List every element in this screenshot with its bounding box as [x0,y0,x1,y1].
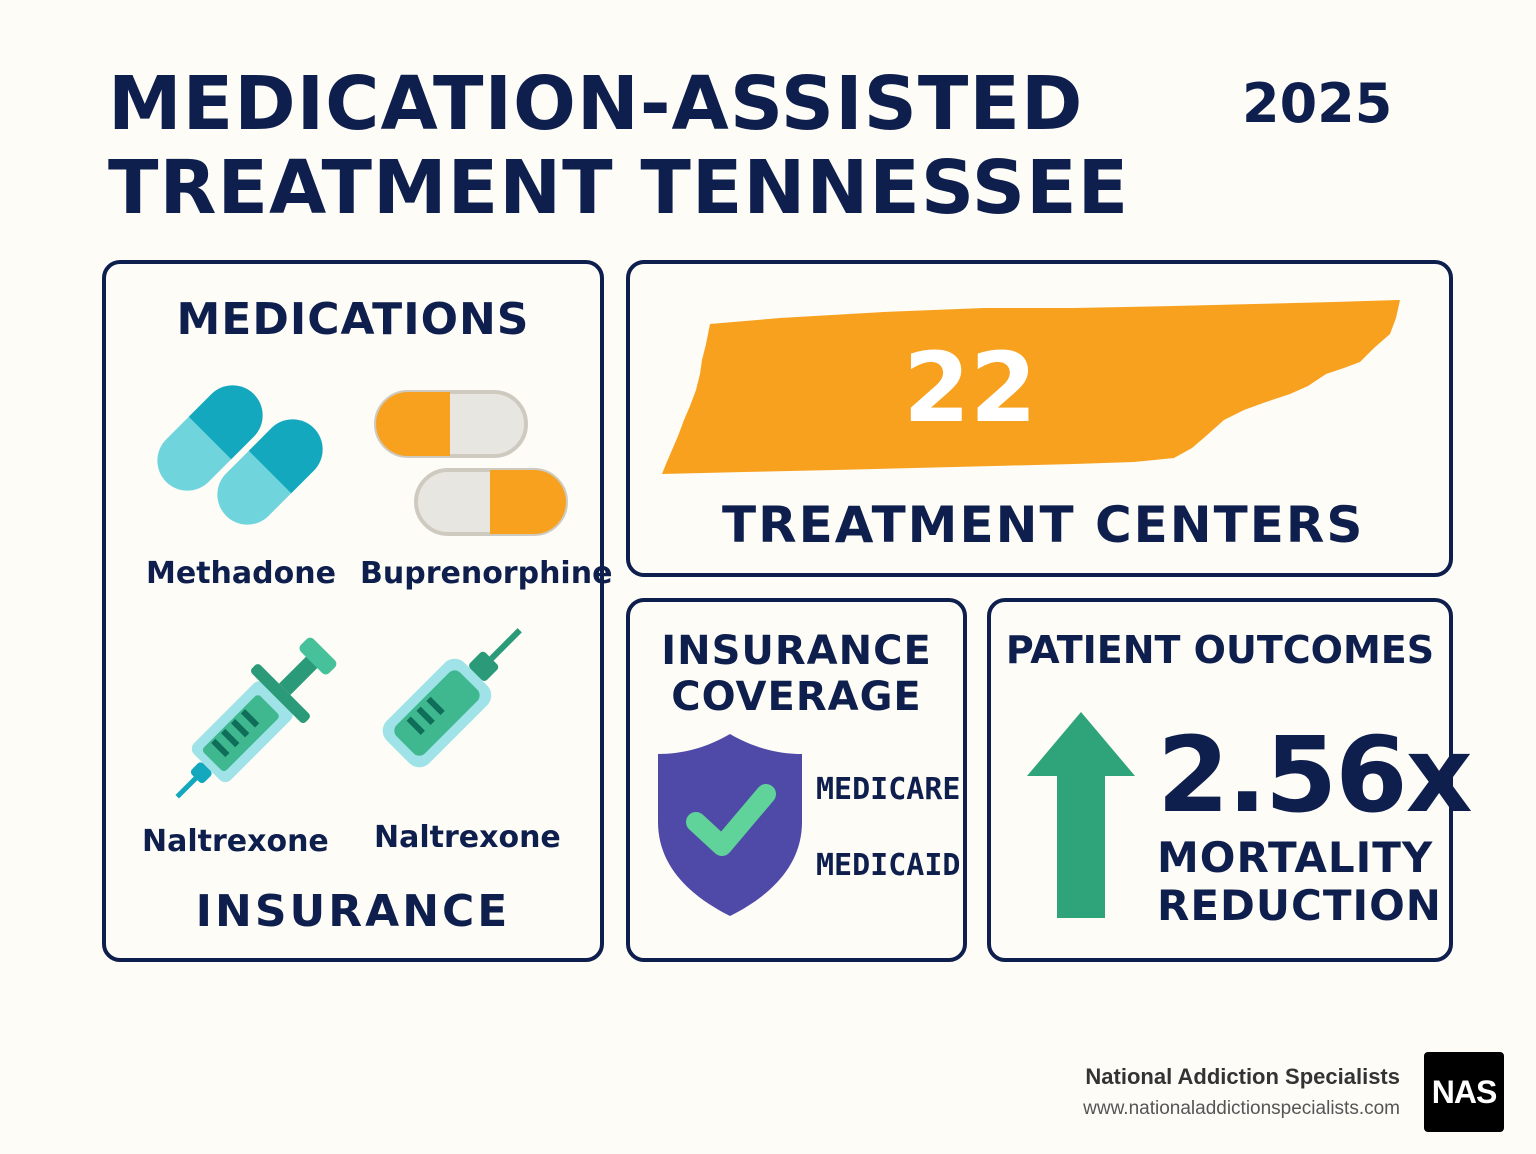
insurance-coverage-title: INSURANCE COVERAGE [630,628,963,720]
insurance-title-line-2: COVERAGE [671,674,922,720]
title-line-1: MEDICATION-ASSISTED [108,61,1084,147]
outcome-label-line-1: MORTALITY [1157,833,1434,882]
patient-outcomes-title: PATIENT OUTCOMES [1005,628,1435,672]
medication-label-naltrexone-1: Naltrexone [142,824,329,859]
medication-label-buprenorphine: Buprenorphine [360,556,613,591]
tennessee-map-icon [662,300,1400,474]
medication-label-naltrexone-2: Naltrexone [374,820,561,855]
orange-capsules-icon [374,390,568,536]
shield-check-icon [658,734,802,916]
insurance-item-medicare: MEDICARE [816,772,961,807]
up-arrow-icon [1027,712,1135,918]
brand-url[interactable]: www.nationaladdictionspecialists.com [1083,1098,1400,1119]
medications-footer-insurance: INSURANCE [195,886,511,937]
mortality-reduction-label: MORTALITY REDUCTION [1157,834,1442,930]
patient-outcomes-card: PATIENT OUTCOMES 2.56x MORTALITY REDUCTI… [987,598,1473,962]
medication-label-methadone: Methadone [146,556,336,591]
treatment-centers-card: 22 TREATMENT CENTERS [626,260,1453,577]
syringe-icon [175,637,337,799]
medications-card: MEDICATIONS Methadone Buprenorphine [102,260,612,962]
title-line-2: TREATMENT TENNESSEE [108,145,1130,231]
brand-name: National Addiction Specialists [1085,1064,1400,1089]
treatment-centers-label: TREATMENT CENTERS [722,496,1365,554]
insurance-item-medicaid: MEDICAID [816,848,961,883]
year-label: 2025 [1242,72,1393,135]
insurance-title-line-1: INSURANCE [661,628,932,674]
brand-logo: NAS [1424,1052,1504,1132]
teal-pills-icon [157,385,323,525]
injection-vial-icon [382,628,522,768]
outcome-label-line-2: REDUCTION [1157,881,1442,930]
medications-title: MEDICATIONS [176,294,530,345]
mortality-reduction-value: 2.56x [1157,714,1473,836]
insurance-coverage-card: INSURANCE COVERAGE MEDICARE MEDICAID [626,598,967,962]
treatment-center-count: 22 [903,332,1037,444]
page-title: MEDICATION-ASSISTED TREATMENT TENNESSEE [108,62,1129,230]
